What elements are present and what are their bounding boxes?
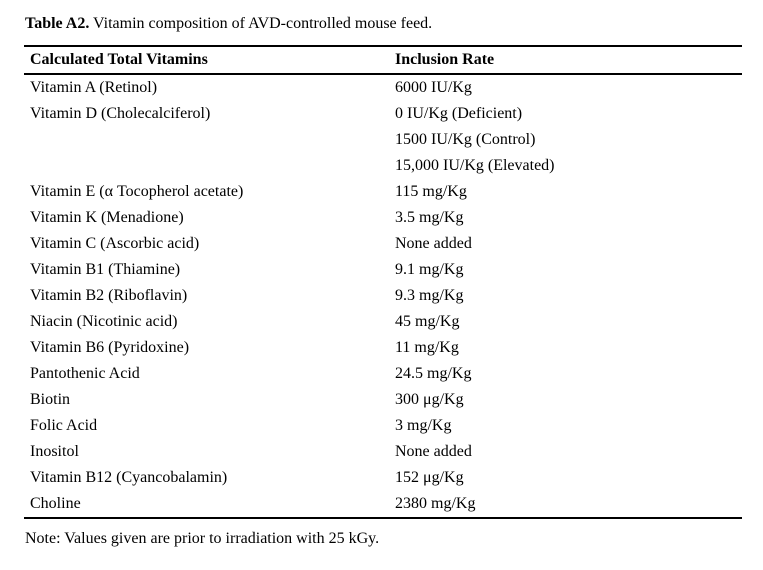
table-row: 1500 IU/Kg (Control)	[24, 127, 742, 153]
inclusion-rate-cell: 11 mg/Kg	[395, 339, 459, 356]
table-header: Calculated Total Vitamins Inclusion Rate	[24, 46, 742, 75]
vitamin-name-cell	[24, 153, 393, 179]
inclusion-rate-cell: 45 mg/Kg	[395, 313, 460, 330]
vitamin-name-cell: Vitamin E (α Tocopherol acetate)	[30, 183, 244, 200]
table-body: Vitamin A (Retinol) 6000 IU/Kg Vitamin D (…	[24, 74, 742, 518]
table-row: Vitamin E (α Tocopherol acetate) 115 mg/K…	[24, 179, 742, 205]
inclusion-rate-cell: 9.3 mg/Kg	[395, 287, 464, 304]
vitamin-name-cell	[24, 127, 393, 153]
vitamin-name-cell: Vitamin B2 (Riboflavin)	[30, 287, 188, 304]
vitamin-name-cell: Pantothenic Acid	[30, 365, 140, 382]
inclusion-rate-cell: 152 μg/Kg	[395, 469, 464, 486]
table-caption: Table A2. Vitamin composition of AVD-con…	[25, 14, 742, 34]
inclusion-rate-cell: 1500 IU/Kg (Control)	[395, 131, 536, 148]
table-row: Vitamin A (Retinol) 6000 IU/Kg	[24, 74, 742, 101]
vitamin-composition-table: Calculated Total Vitamins Inclusion Rate…	[24, 45, 742, 519]
table-row: Vitamin B6 (Pyridoxine) 11 mg/Kg	[24, 335, 742, 361]
inclusion-rate-cell: 6000 IU/Kg	[395, 79, 472, 96]
inclusion-rate-cell: 15,000 IU/Kg (Elevated)	[395, 157, 555, 174]
table-row: Folic Acid 3 mg/Kg	[24, 413, 742, 439]
inclusion-rate-cell: None added	[395, 235, 472, 252]
table-row: Vitamin B2 (Riboflavin) 9.3 mg/Kg	[24, 283, 742, 309]
table-row: Choline 2380 mg/Kg	[24, 491, 742, 518]
inclusion-rate-cell: 115 mg/Kg	[395, 183, 467, 200]
vitamin-name-cell: Niacin (Nicotinic acid)	[30, 313, 178, 330]
vitamin-name-cell: Vitamin B6 (Pyridoxine)	[30, 339, 190, 356]
vitamin-name-cell: Vitamin A (Retinol)	[30, 79, 158, 96]
header-inclusion-rate: Inclusion Rate	[393, 46, 742, 75]
table-row: 15,000 IU/Kg (Elevated)	[24, 153, 742, 179]
inclusion-rate-cell: 2380 mg/Kg	[395, 495, 476, 512]
vitamin-name-cell: Inositol	[30, 443, 79, 460]
inclusion-rate-cell: 3.5 mg/Kg	[395, 209, 464, 226]
table-caption-label: Table A2.	[25, 15, 90, 32]
vitamin-name-cell: Choline	[30, 495, 81, 512]
header-row: Calculated Total Vitamins Inclusion Rate	[24, 46, 742, 75]
header-calculated-total-vitamins: Calculated Total Vitamins	[24, 46, 393, 75]
table-note: Note: Values given are prior to irradiat…	[25, 530, 380, 547]
inclusion-rate-cell: 3 mg/Kg	[395, 417, 452, 434]
table-row: Biotin 300 μg/Kg	[24, 387, 742, 413]
vitamin-name-cell: Vitamin K (Menadione)	[30, 209, 184, 226]
vitamin-name-cell: Vitamin D (Cholecalciferol)	[30, 105, 211, 122]
table-row: Vitamin D (Cholecalciferol) 0 IU/Kg (Defi…	[24, 101, 742, 127]
table-row: Niacin (Nicotinic acid) 45 mg/Kg	[24, 309, 742, 335]
table-row: Inositol None added	[24, 439, 742, 465]
vitamin-name-cell: Vitamin B12 (Cyancobalamin)	[30, 469, 228, 486]
inclusion-rate-cell: None added	[395, 443, 472, 460]
table-row: Pantothenic Acid 24.5 mg/Kg	[24, 361, 742, 387]
vitamin-name-cell: Biotin	[30, 391, 71, 408]
inclusion-rate-cell: 24.5 mg/Kg	[395, 365, 472, 382]
table-row: Vitamin B1 (Thiamine) 9.1 mg/Kg	[24, 257, 742, 283]
table-row: Vitamin B12 (Cyancobalamin) 152 μg/Kg	[24, 465, 742, 491]
table-row: Vitamin C (Ascorbic acid) None added	[24, 231, 742, 257]
table-caption-text: Vitamin composition of AVD-controlled mo…	[89, 15, 433, 32]
vitamin-name-cell: Vitamin C (Ascorbic acid)	[30, 235, 200, 252]
vitamin-name-cell: Folic Acid	[30, 417, 98, 434]
inclusion-rate-cell: 9.1 mg/Kg	[395, 261, 464, 278]
vitamin-name-cell: Vitamin B1 (Thiamine)	[30, 261, 181, 278]
inclusion-rate-cell: 300 μg/Kg	[395, 391, 464, 408]
table-row: Vitamin K (Menadione) 3.5 mg/Kg	[24, 205, 742, 231]
inclusion-rate-cell: 0 IU/Kg (Deficient)	[395, 105, 523, 122]
